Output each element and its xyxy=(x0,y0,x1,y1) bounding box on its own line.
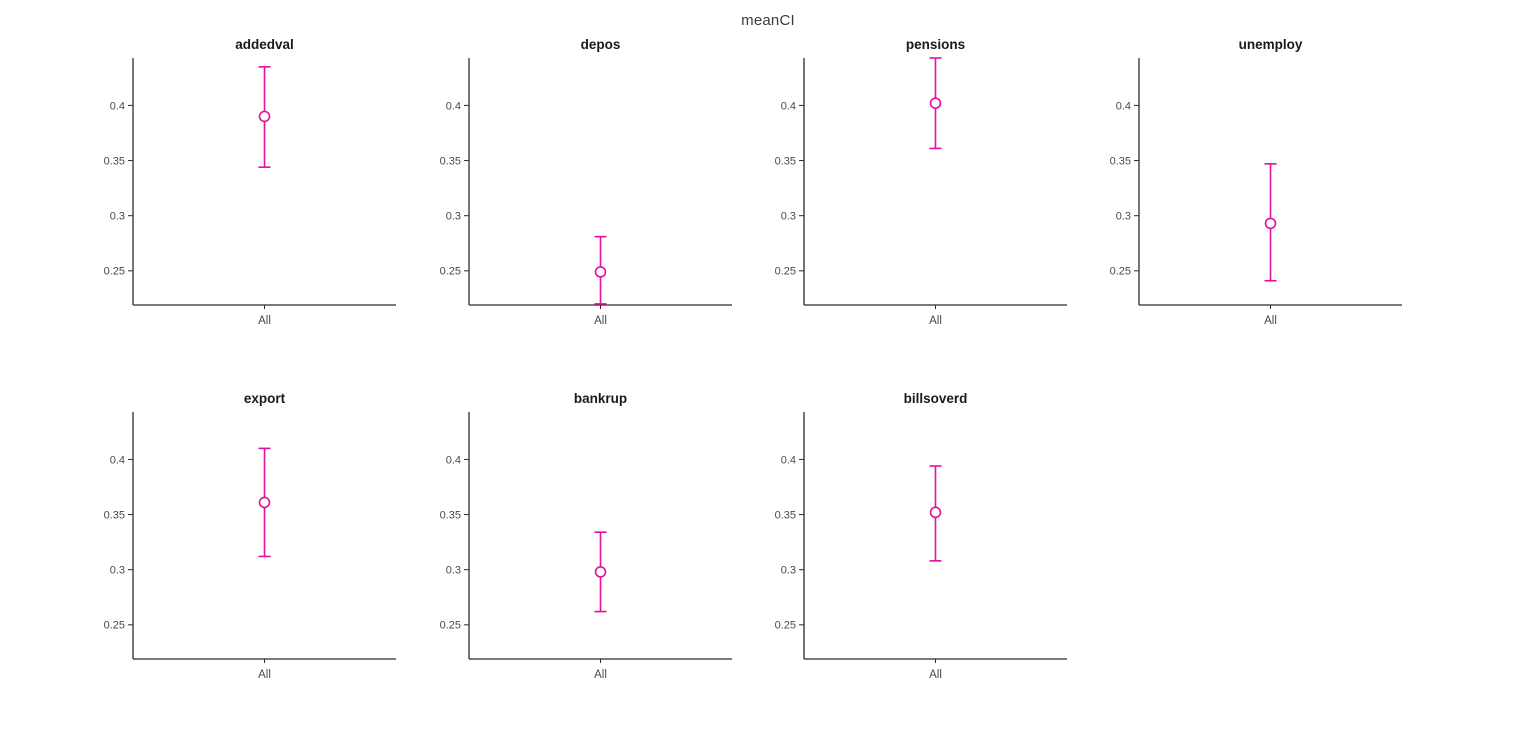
y-tick-label: 0.25 xyxy=(1110,266,1131,278)
subplot-billsoverd: billsoverd 0.25 0.3 0.35 0.4 All xyxy=(756,385,1086,690)
y-tick-label: 0.3 xyxy=(781,565,796,577)
y-tick-label: 0.35 xyxy=(1110,155,1131,167)
mean-marker xyxy=(929,506,942,519)
subplot-title: bankrup xyxy=(574,391,627,406)
mean-marker xyxy=(258,496,271,509)
subplot-svg: export 0.25 0.3 0.35 0.4 All xyxy=(104,391,396,681)
subplot-svg: billsoverd 0.25 0.3 0.35 0.4 All xyxy=(775,391,1067,681)
mean-marker xyxy=(594,266,607,278)
y-tick-label: 0.3 xyxy=(110,211,125,223)
mean-marker xyxy=(929,97,942,110)
subplot-title: unemploy xyxy=(1239,37,1303,52)
y-tick-label: 0.4 xyxy=(1116,100,1131,112)
subplot-svg: bankrup 0.25 0.3 0.35 0.4 All xyxy=(440,391,732,681)
x-tick-label: All xyxy=(594,669,607,681)
y-tick-label: 0.35 xyxy=(440,155,461,167)
y-tick-label: 0.4 xyxy=(110,100,125,112)
subplot-title: addedval xyxy=(235,37,294,52)
x-tick-label: All xyxy=(1264,315,1277,327)
y-tick-label: 0.25 xyxy=(775,620,796,632)
y-tick-label: 0.25 xyxy=(775,266,796,278)
subplot-svg: addedval 0.25 0.3 0.35 0.4 All xyxy=(104,37,396,327)
subplot-depos: depos 0.25 0.3 0.35 0.4 All xyxy=(421,31,751,336)
y-tick-label: 0.4 xyxy=(446,454,461,466)
x-tick-label: All xyxy=(929,669,942,681)
y-tick-label: 0.3 xyxy=(446,565,461,577)
y-tick-label: 0.3 xyxy=(110,565,125,577)
y-tick-label: 0.4 xyxy=(781,100,796,112)
figure-title: meanCI xyxy=(741,12,795,29)
mean-marker xyxy=(594,566,607,578)
y-tick-label: 0.35 xyxy=(440,509,461,521)
y-tick-label: 0.4 xyxy=(781,454,796,466)
x-tick-label: All xyxy=(594,315,607,327)
y-tick-label: 0.35 xyxy=(104,509,125,521)
y-tick-label: 0.3 xyxy=(446,211,461,223)
y-tick-label: 0.3 xyxy=(781,211,796,223)
subplot-export: export 0.25 0.3 0.35 0.4 All xyxy=(85,385,415,690)
subplot-title: pensions xyxy=(906,37,965,52)
subplot-unemploy: unemploy 0.25 0.3 0.35 0.4 All xyxy=(1091,31,1421,336)
y-tick-label: 0.25 xyxy=(104,266,125,278)
x-tick-label: All xyxy=(258,315,271,327)
subplot-svg: depos 0.25 0.3 0.35 0.4 All xyxy=(440,37,732,327)
subplot-title: billsoverd xyxy=(904,391,968,406)
subplot-svg: pensions 0.25 0.3 0.35 0.4 All xyxy=(775,37,1067,327)
y-tick-label: 0.25 xyxy=(440,266,461,278)
mean-marker xyxy=(258,110,271,123)
y-tick-label: 0.25 xyxy=(440,620,461,632)
y-tick-label: 0.4 xyxy=(110,454,125,466)
y-tick-label: 0.25 xyxy=(104,620,125,632)
y-tick-label: 0.3 xyxy=(1116,211,1131,223)
subplot-bankrup: bankrup 0.25 0.3 0.35 0.4 All xyxy=(421,385,751,690)
subplot-title: export xyxy=(244,391,286,406)
y-tick-label: 0.35 xyxy=(104,155,125,167)
x-tick-label: All xyxy=(929,315,942,327)
subplot-pensions: pensions 0.25 0.3 0.35 0.4 All xyxy=(756,31,1086,336)
y-tick-label: 0.35 xyxy=(775,155,796,167)
y-tick-label: 0.4 xyxy=(446,100,461,112)
subplot-title: depos xyxy=(581,37,621,52)
mean-marker xyxy=(1264,217,1277,230)
subplot-addedval: addedval 0.25 0.3 0.35 0.4 All xyxy=(85,31,415,336)
subplot-svg: unemploy 0.25 0.3 0.35 0.4 All xyxy=(1110,37,1402,327)
y-tick-label: 0.35 xyxy=(775,509,796,521)
x-tick-label: All xyxy=(258,669,271,681)
